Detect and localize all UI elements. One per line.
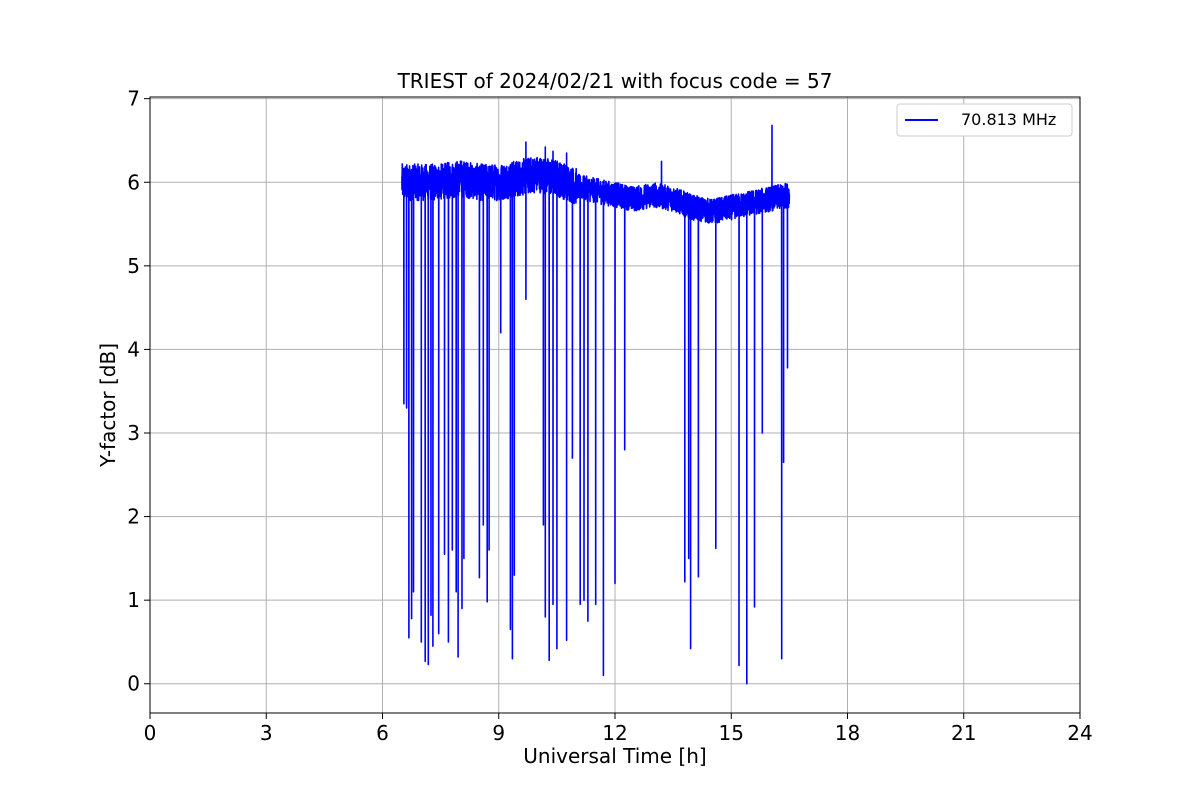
x-tick-label: 3: [260, 721, 273, 745]
y-axis-label: Y-factor [dB]: [96, 343, 120, 468]
x-axis-label: Universal Time [h]: [523, 744, 706, 768]
legend: 70.813 MHz: [896, 103, 1073, 137]
x-tick-label: 15: [719, 721, 744, 745]
x-tick-label: 9: [492, 721, 505, 745]
y-tick-label: 3: [127, 421, 140, 445]
x-tick-label: 24: [1067, 721, 1092, 745]
y-tick-label: 4: [127, 337, 140, 361]
y-tick-label: 5: [127, 254, 140, 278]
x-tick-label: 18: [835, 721, 860, 745]
x-tick-label: 6: [376, 721, 389, 745]
y-tick-label: 6: [127, 170, 140, 194]
chart-title: TRIEST of 2024/02/21 with focus code = 5…: [397, 69, 833, 93]
legend-box: [896, 103, 1073, 137]
x-tick-label: 21: [951, 721, 976, 745]
x-tick-label: 12: [602, 721, 627, 745]
y-tick-label: 0: [127, 672, 140, 696]
y-tick-label: 2: [127, 505, 140, 529]
y-tick-label: 1: [127, 588, 140, 612]
y-tick-label: 7: [127, 87, 140, 111]
series-line-70.813MHz: [401, 124, 791, 685]
legend-entry-label: 70.813 MHz: [961, 110, 1056, 129]
x-tick-label: 0: [144, 721, 157, 745]
series-group: [401, 124, 791, 685]
